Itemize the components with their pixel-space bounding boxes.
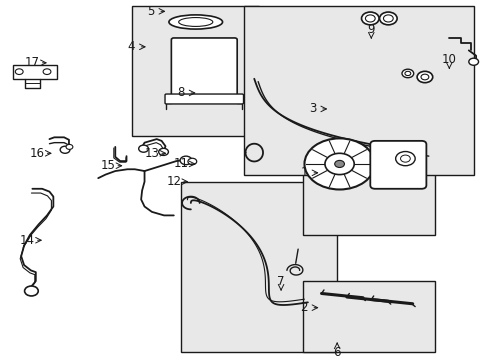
Bar: [244, 6, 473, 175]
Text: 3: 3: [308, 103, 316, 116]
Text: 15: 15: [101, 159, 115, 172]
FancyBboxPatch shape: [164, 94, 243, 104]
Circle shape: [60, 146, 70, 153]
Circle shape: [383, 15, 392, 22]
Text: 4: 4: [127, 40, 135, 53]
Text: 10: 10: [441, 53, 456, 66]
Text: 8: 8: [177, 86, 184, 99]
Text: 14: 14: [20, 234, 35, 247]
Circle shape: [334, 161, 344, 167]
Circle shape: [379, 12, 396, 25]
Text: 6: 6: [333, 346, 340, 359]
Text: 12: 12: [166, 175, 181, 188]
Circle shape: [24, 286, 38, 296]
Circle shape: [401, 69, 413, 78]
Circle shape: [400, 155, 409, 162]
Circle shape: [158, 148, 168, 156]
FancyBboxPatch shape: [369, 141, 426, 189]
Circle shape: [15, 69, 23, 75]
Text: 2: 2: [300, 301, 307, 314]
Bar: [303, 281, 434, 352]
Circle shape: [325, 153, 353, 175]
Circle shape: [180, 156, 191, 165]
Circle shape: [361, 12, 378, 25]
Text: 13: 13: [144, 147, 159, 160]
Ellipse shape: [178, 18, 212, 26]
Circle shape: [404, 71, 410, 76]
Circle shape: [139, 145, 148, 152]
Circle shape: [43, 69, 51, 75]
Text: 9: 9: [367, 23, 374, 36]
Circle shape: [416, 71, 432, 83]
Circle shape: [304, 138, 374, 189]
Text: 17: 17: [25, 56, 40, 69]
Circle shape: [468, 58, 478, 65]
Bar: [181, 182, 336, 352]
Ellipse shape: [168, 15, 222, 29]
Circle shape: [365, 15, 374, 22]
Bar: [132, 6, 259, 136]
Circle shape: [420, 74, 428, 80]
Text: 16: 16: [30, 147, 45, 160]
Bar: [303, 100, 434, 235]
Text: 5: 5: [147, 5, 154, 18]
Text: 7: 7: [277, 275, 284, 288]
Text: 11: 11: [173, 157, 188, 170]
Circle shape: [66, 144, 73, 149]
Text: 1: 1: [300, 166, 307, 179]
Circle shape: [187, 158, 196, 165]
FancyBboxPatch shape: [171, 38, 237, 98]
Bar: [13, 64, 57, 79]
Circle shape: [395, 152, 414, 166]
